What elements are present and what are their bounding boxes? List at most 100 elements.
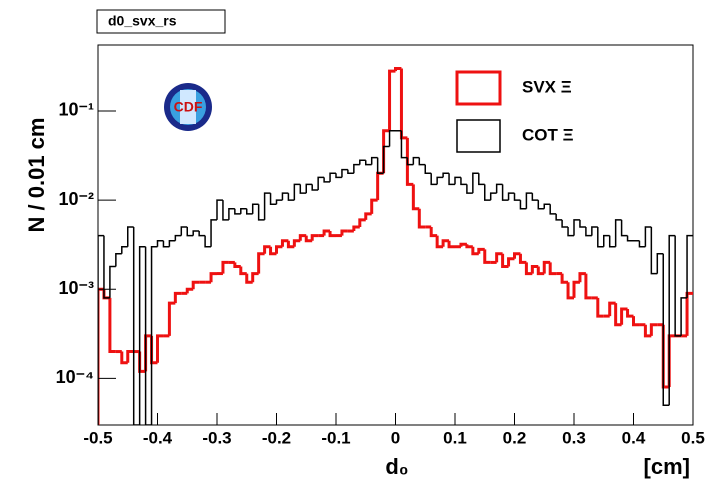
histogram-bin <box>370 156 378 165</box>
histogram-bin <box>405 137 414 186</box>
histogram-bin <box>275 199 283 205</box>
histogram-bin <box>251 272 259 283</box>
histogram-bin <box>376 171 384 201</box>
histogram-bin <box>561 219 569 228</box>
histogram-bin <box>484 184 491 201</box>
x-tick-label: 0 <box>391 428 400 447</box>
histogram-bin <box>388 130 396 147</box>
histogram-bin <box>328 231 336 238</box>
x-tick-label: -0.3 <box>202 428 231 447</box>
chart-title: d0_svx_rs <box>108 13 177 29</box>
x-axis-label: d₀ <box>385 454 408 479</box>
histogram-bin <box>364 212 372 220</box>
histogram-bin <box>209 272 217 283</box>
histogram-bin <box>298 234 307 241</box>
histogram-bin <box>656 253 664 274</box>
histogram-bin <box>287 193 295 201</box>
histogram-bin <box>478 173 485 186</box>
svg-text:CDF: CDF <box>174 99 203 115</box>
histogram-bin <box>620 219 628 237</box>
histogram-bin <box>459 242 467 247</box>
histogram-bin <box>442 172 450 178</box>
histogram-bin <box>263 245 271 254</box>
histogram-bin <box>251 203 259 214</box>
histogram-bin <box>614 219 622 247</box>
histogram-bin <box>477 247 485 254</box>
x-tick-label: -0.5 <box>83 428 112 447</box>
histogram-bin <box>650 226 658 275</box>
histogram-bin <box>341 168 348 178</box>
histogram-bin <box>323 177 331 183</box>
histogram-bin <box>281 192 289 201</box>
histogram-bin <box>121 245 128 254</box>
legend-swatch <box>456 119 501 153</box>
histogram-bin <box>305 183 313 194</box>
histogram-bin <box>257 252 265 274</box>
histogram-bin <box>293 183 301 201</box>
x-axis-unit: [cm] <box>644 454 690 479</box>
histogram-bin <box>686 234 693 298</box>
legend-label: COT Ξ <box>522 125 574 144</box>
histogram-bin <box>471 246 479 256</box>
histogram-bin <box>304 235 313 243</box>
x-tick-label: 0.1 <box>443 428 467 447</box>
histogram-bin <box>424 164 432 175</box>
histogram-bin <box>584 273 592 300</box>
histogram-bin <box>352 225 360 232</box>
histogram-bin <box>429 226 438 238</box>
histogram-bin <box>322 229 331 236</box>
histogram-bin <box>292 239 301 247</box>
histogram-bin <box>472 172 479 194</box>
histogram-bin <box>221 260 229 274</box>
histogram-bin <box>156 240 164 247</box>
histogram-bin <box>347 169 354 175</box>
histogram-bin <box>127 226 134 247</box>
histogram-bin <box>280 239 289 247</box>
histogram-bin <box>537 200 545 210</box>
histogram-bin <box>418 157 426 166</box>
histogram-bin <box>370 198 378 214</box>
histogram-bin <box>150 245 158 425</box>
histogram-bin <box>448 173 455 186</box>
histogram-bin <box>567 226 574 237</box>
y-tick-label: 10⁻⁴ <box>56 367 94 387</box>
histogram-bin <box>102 289 110 300</box>
histogram-bin <box>524 262 533 276</box>
histogram-bin <box>245 273 253 284</box>
y-axis-label: N / 0.01 cm <box>24 118 49 233</box>
histogram-bin <box>626 235 634 242</box>
histogram-bin <box>173 291 182 304</box>
histogram-bin <box>560 273 569 284</box>
histogram-bin <box>204 235 212 248</box>
histogram-bin <box>388 69 396 131</box>
histogram-bin <box>454 176 461 185</box>
histogram-bin <box>109 265 116 298</box>
histogram-bin <box>335 173 342 179</box>
legend-label: SVX Ξ <box>522 77 572 96</box>
histogram-bin <box>685 291 693 336</box>
histogram-bin <box>591 226 598 236</box>
histogram-bin <box>399 68 408 140</box>
histogram-bin <box>608 235 616 248</box>
histogram-bin <box>542 260 551 274</box>
histogram-bin <box>115 253 122 267</box>
legend-swatch <box>455 70 502 106</box>
histogram-bin <box>603 234 610 247</box>
histogram-bin <box>359 159 366 165</box>
x-tick-label: -0.1 <box>321 428 350 447</box>
histogram-bin <box>668 234 676 406</box>
histogram-bin <box>286 240 295 249</box>
histogram-bin <box>186 226 194 237</box>
histogram-bin <box>180 226 188 236</box>
histogram-bin <box>579 219 586 228</box>
histogram-bin <box>596 297 604 318</box>
x-tick-label: 0.4 <box>622 428 646 447</box>
histogram-bin <box>269 193 277 205</box>
histogram-bin <box>311 184 319 191</box>
histogram-bin <box>519 200 527 210</box>
histogram-bin <box>543 203 551 209</box>
histogram-bin <box>210 219 217 247</box>
histogram-bin <box>536 266 545 276</box>
histogram-bin <box>412 156 420 165</box>
